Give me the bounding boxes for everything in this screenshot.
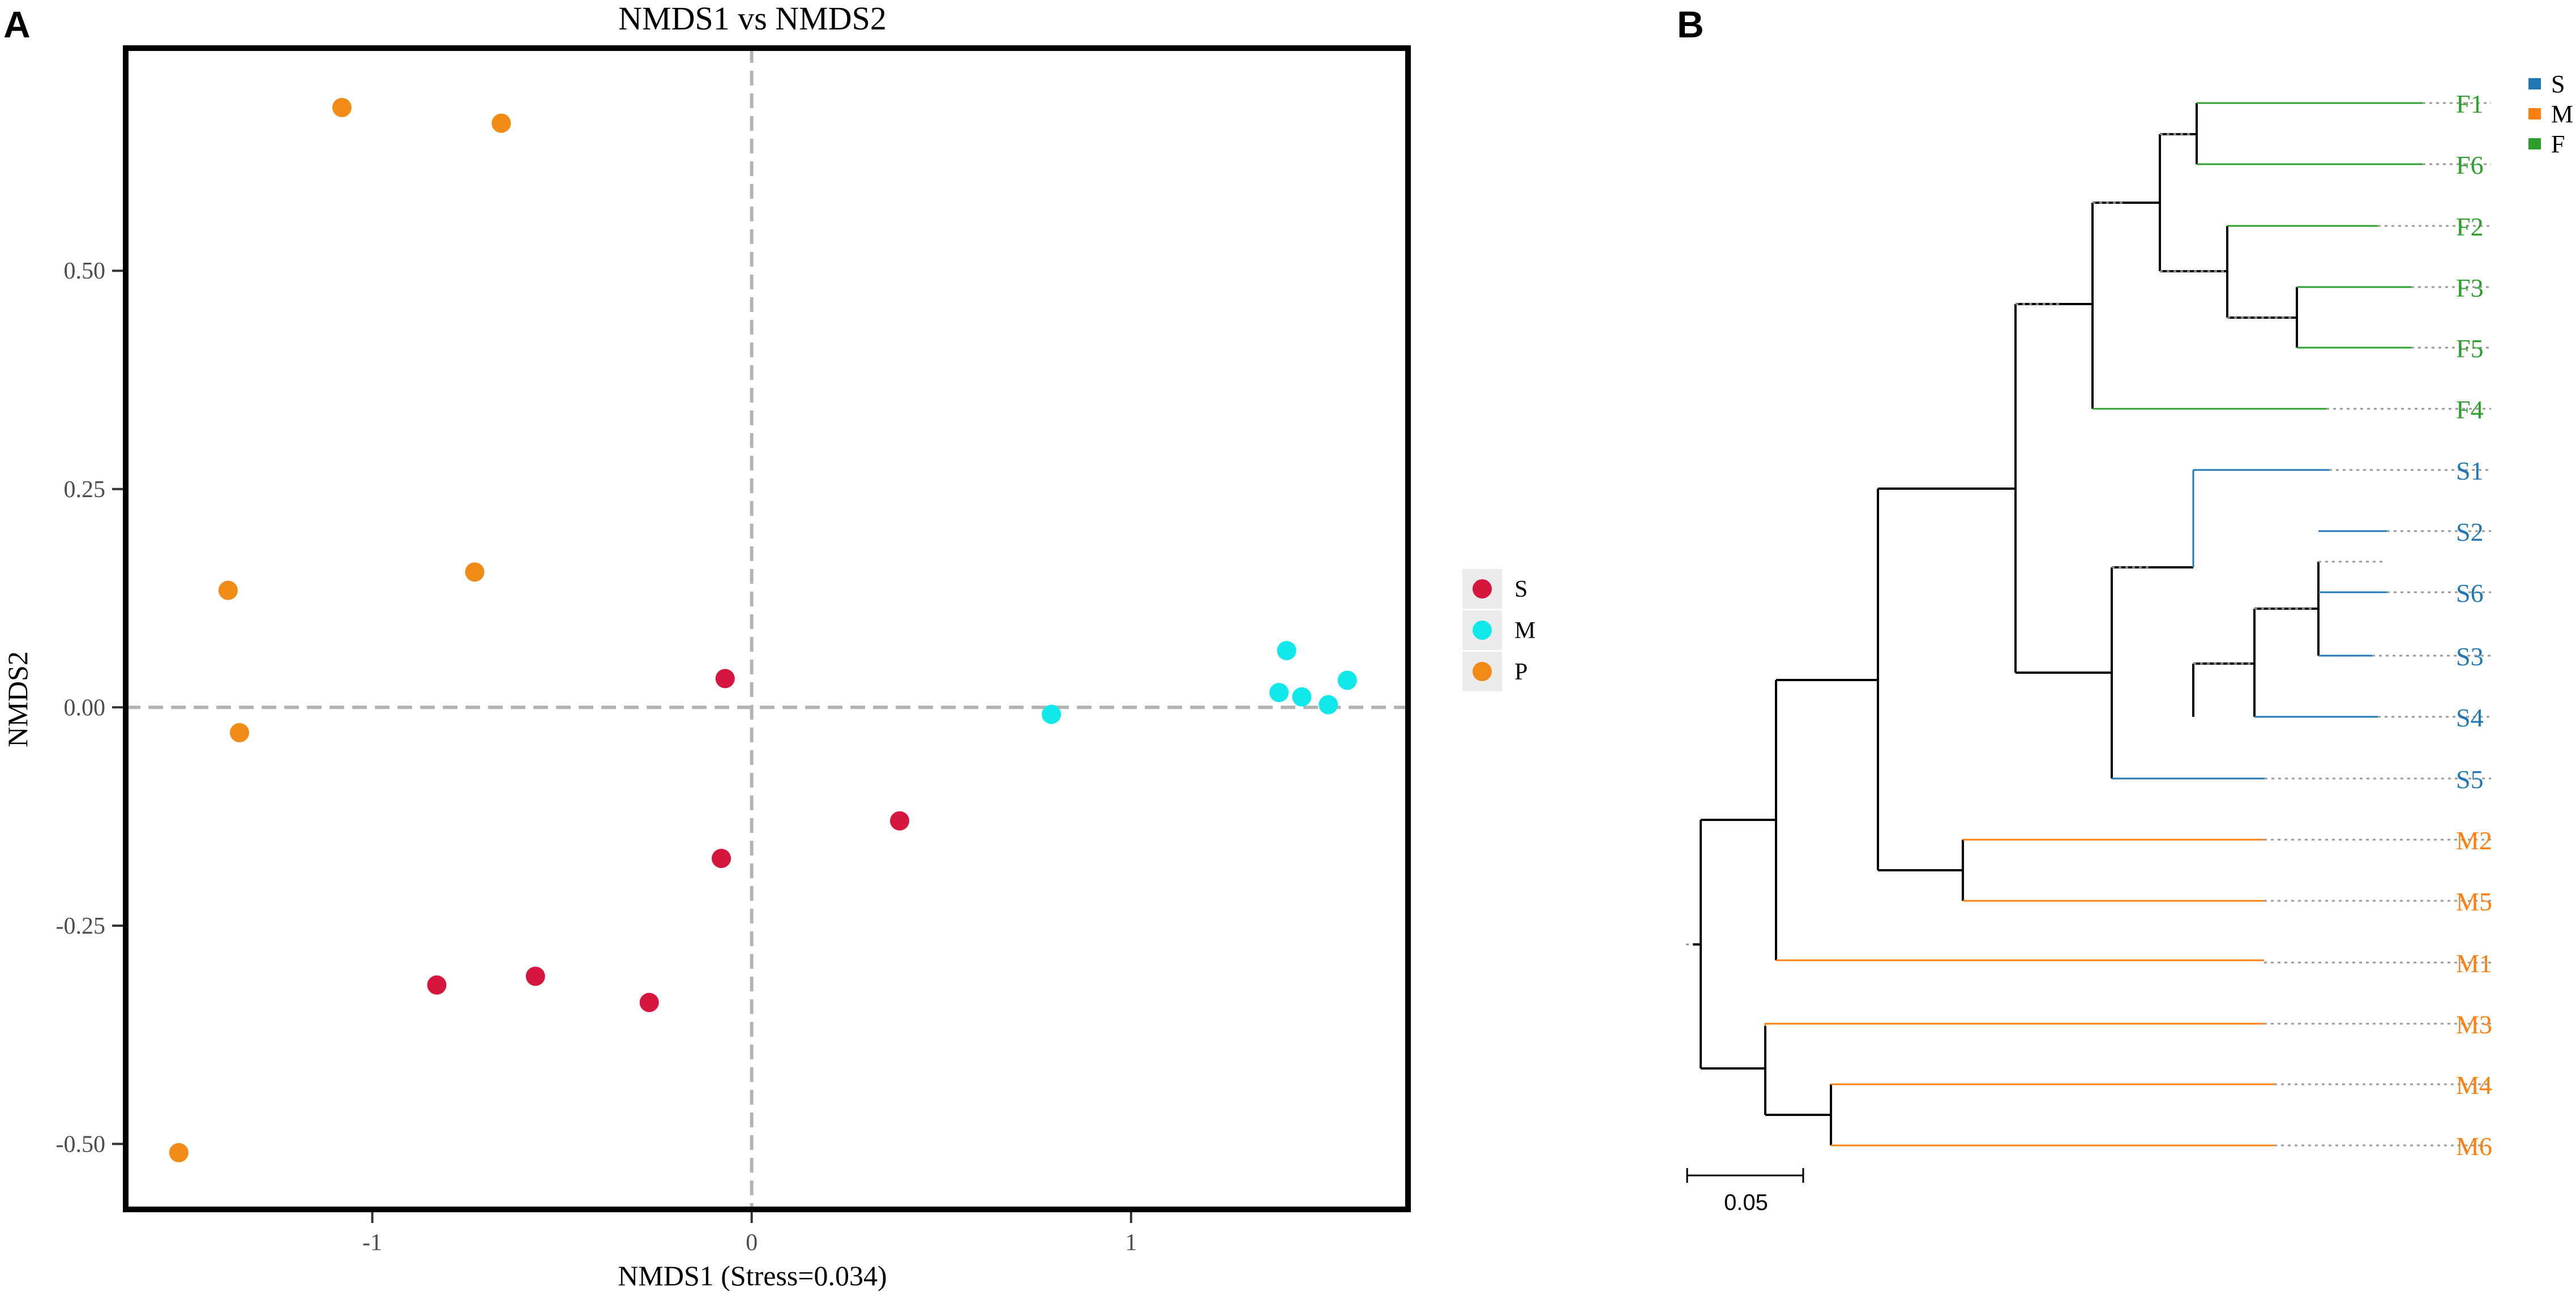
legend-label: M [1514,618,1535,644]
scale-bar-line [1686,1168,1804,1183]
point-m [1337,670,1357,690]
leaf-labels: F1 F6 F2 F3 F5 F4 S1 S2 S6 S3 S4 S5 M2 M5 M1 M3 M4 M6 [2456,89,2492,1161]
point-s [639,993,659,1012]
leaf-label-m4: M4 [2456,1071,2492,1100]
point-m [1292,687,1312,707]
legend-swatch-s [2528,78,2541,89]
nmds-scatter-plot: NMDS1 vs NMDS2 -1 0 1 -0.50 -0.25 0.00 0.25 0.5… [2,0,1535,1292]
y-tick-label: -0.50 [56,1131,106,1157]
point-s [525,967,545,986]
leaf-label-s1: S1 [2456,456,2484,485]
point-p [169,1143,189,1162]
legend-marker-s [1473,579,1492,598]
point-s [715,669,735,689]
leaf-label-s6: S6 [2456,579,2484,608]
y-tick-label: 0.25 [64,477,106,503]
panel-label-b: B [1677,3,1704,45]
legend-label: F [2551,130,2565,158]
axis-ticks: -1 0 1 -0.50 -0.25 0.00 0.25 0.50 [56,258,1137,1256]
leaf-label-m1: M1 [2456,949,2492,978]
y-tick-label: 0.00 [64,695,106,721]
legend-label: M [2551,100,2573,128]
x-tick-label: -1 [362,1230,382,1256]
point-m [1042,704,1062,724]
point-s [712,849,731,869]
x-tick-label: 1 [1125,1230,1137,1256]
legend-swatch-m [2528,108,2541,119]
legend-swatch-f [2528,138,2541,149]
leaf-label-m5: M5 [2456,887,2492,916]
scale-bar-label: 0.05 [1724,1190,1768,1215]
plot-frame [123,45,1411,1212]
y-axis-label: NMDS2 [2,651,33,747]
point-p [332,97,352,117]
point-p [465,562,485,582]
point-m [1269,683,1289,703]
point-s [890,811,910,831]
leaf-label-s4: S4 [2456,703,2484,732]
x-axis-label: NMDS1 (Stress=0.034) [618,1260,887,1292]
point-p [491,113,511,133]
legend-label: S [1514,576,1527,602]
leaf-label-f3: F3 [2456,273,2484,302]
chart-title: NMDS1 vs NMDS2 [618,0,887,37]
leaf-label-s2: S2 [2456,518,2484,546]
leaf-label-s5: S5 [2456,765,2484,794]
y-tick-label: 0.50 [64,258,106,284]
legend: SMF [2528,70,2573,158]
point-p [230,723,250,743]
legend-marker-p [1473,662,1492,681]
tree-branches [1686,102,2491,1147]
leaf-label-m2: M2 [2456,826,2492,855]
leaf-label-m6: M6 [2456,1132,2492,1161]
leaf-label-f2: F2 [2456,212,2484,241]
legend: SMP [1462,569,1535,691]
leaf-label-f4: F4 [2456,395,2484,424]
legend-marker-m [1473,621,1492,640]
point-m [1277,641,1296,661]
scale-bar: 0.05 [1686,1168,1804,1215]
y-tick-label: -0.25 [56,913,106,939]
leaf-label-f5: F5 [2456,334,2484,363]
leaf-label-f6: F6 [2456,151,2484,179]
panel-label-a: A [3,3,31,45]
reference-lines [126,48,1408,1209]
x-tick-label: 0 [746,1230,758,1256]
legend-label: S [2551,70,2565,98]
point-s [427,975,447,995]
point-m [1319,695,1338,715]
legend-label: P [1514,659,1527,685]
point-p [218,580,238,600]
data-points [169,97,1357,1162]
leaf-label-m3: M3 [2456,1010,2492,1039]
leaf-label-f1: F1 [2456,89,2484,118]
leaf-label-s3: S3 [2456,642,2484,671]
